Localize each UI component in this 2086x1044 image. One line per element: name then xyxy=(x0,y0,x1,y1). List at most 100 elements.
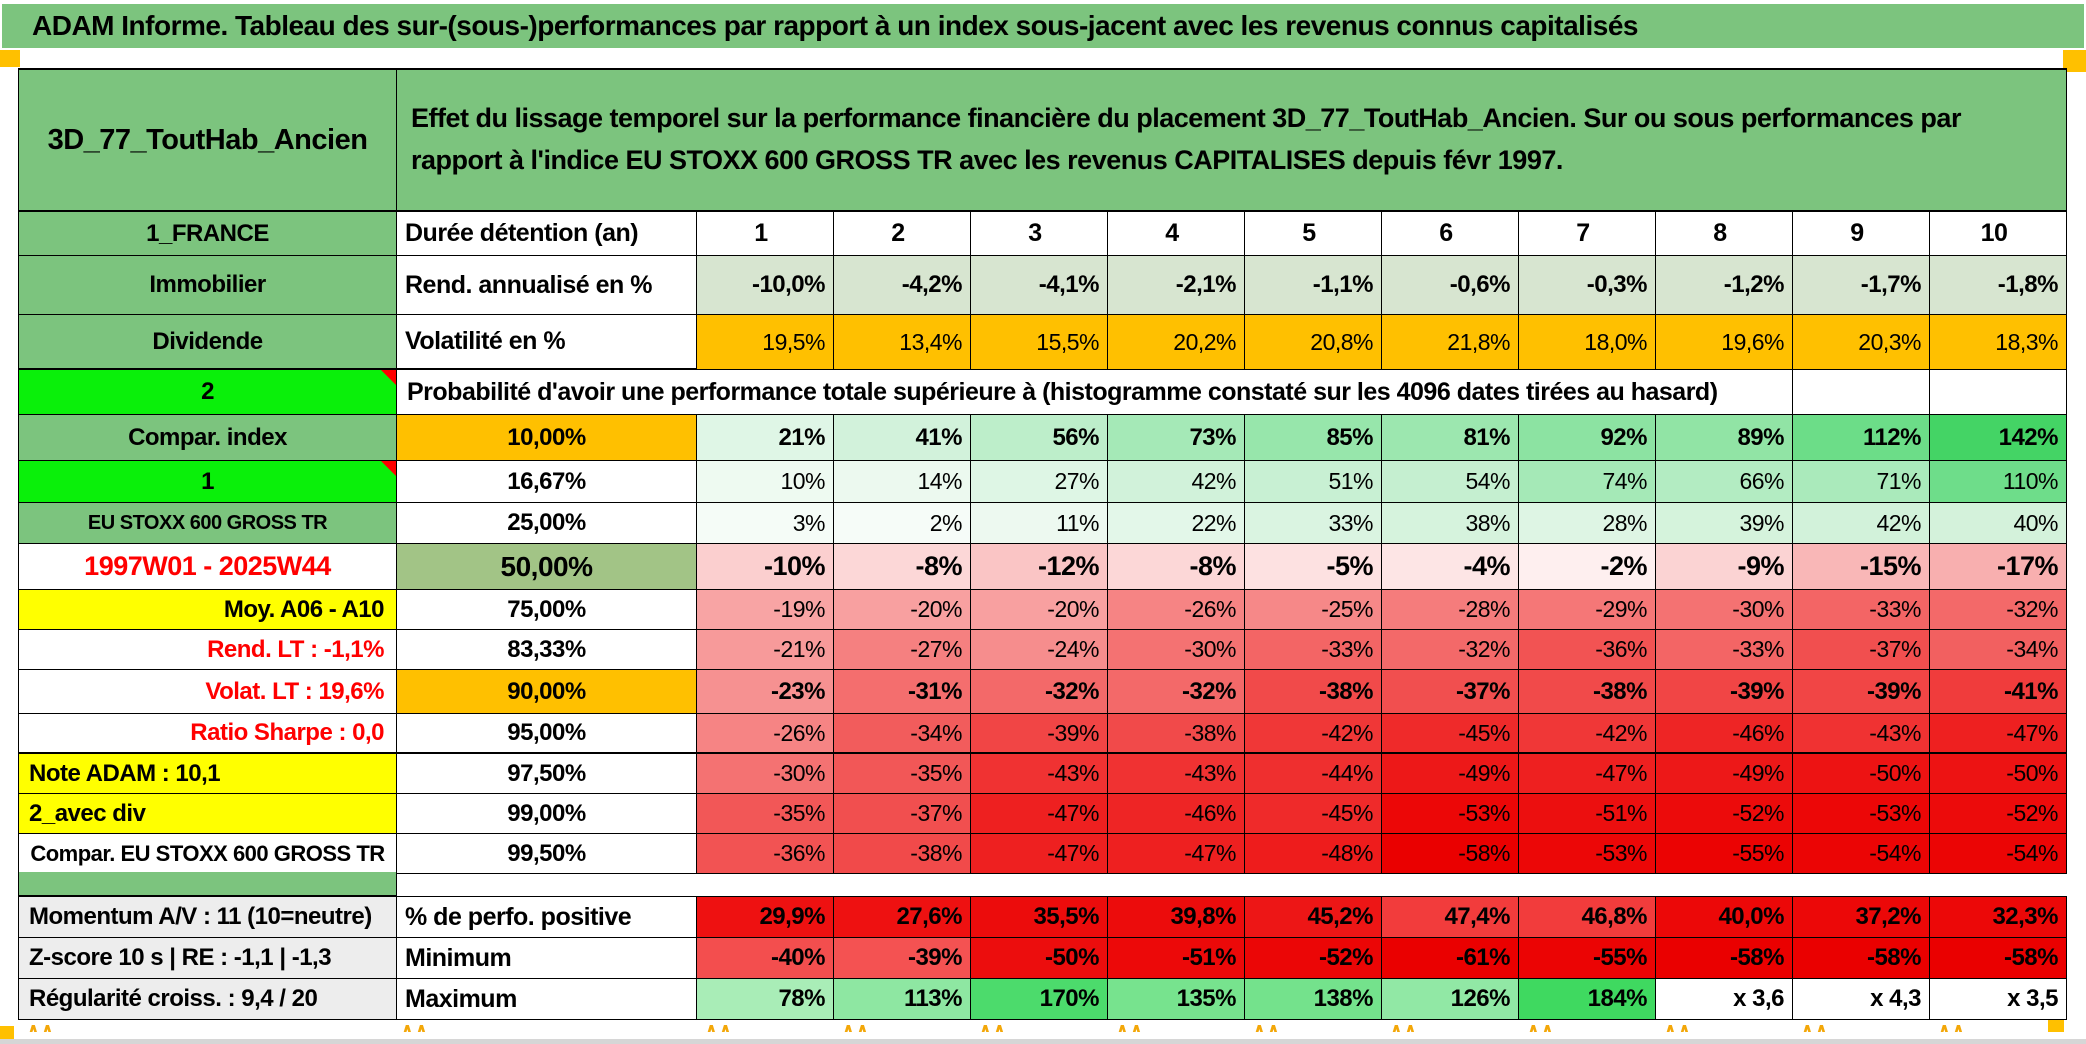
table-cell[interactable]: 42% xyxy=(1793,503,1930,544)
table-cell[interactable]: -54% xyxy=(1930,834,2067,874)
table-cell[interactable]: -41% xyxy=(1930,670,2067,714)
table-cell[interactable]: -50% xyxy=(1793,754,1930,794)
table-cell[interactable]: 112% xyxy=(1793,415,1930,461)
table-cell[interactable]: 18,0% xyxy=(1519,315,1656,370)
table-cell[interactable]: -20% xyxy=(971,590,1108,630)
table-cell[interactable]: 39% xyxy=(1656,503,1793,544)
table-cell[interactable]: 126% xyxy=(1382,979,1519,1020)
row-label[interactable]: Régularité croiss. : 9,4 / 20 xyxy=(19,979,397,1020)
table-cell[interactable]: 1 xyxy=(697,212,834,256)
table-cell[interactable]: -2,1% xyxy=(1108,256,1245,315)
table-cell[interactable]: -4% xyxy=(1382,544,1519,590)
table-cell[interactable]: -39% xyxy=(971,714,1108,754)
table-cell[interactable]: 4 xyxy=(1108,212,1245,256)
comment-cell[interactable]: 2 xyxy=(19,370,397,415)
table-cell[interactable]: -26% xyxy=(697,714,834,754)
table-cell[interactable]: 74% xyxy=(1519,461,1656,503)
table-cell[interactable]: -24% xyxy=(971,630,1108,670)
table-cell[interactable]: -36% xyxy=(1519,630,1656,670)
row-label[interactable]: Immobilier xyxy=(19,256,397,315)
table-cell[interactable]: -28% xyxy=(1382,590,1519,630)
table-cell[interactable]: -32% xyxy=(1930,590,2067,630)
table-cell[interactable]: 39,8% xyxy=(1108,897,1245,938)
table-cell[interactable]: -53% xyxy=(1793,794,1930,834)
table-cell[interactable]: -47% xyxy=(971,794,1108,834)
table-cell[interactable]: 2 xyxy=(834,212,971,256)
row-label[interactable]: 1997W01 - 2025W44 xyxy=(19,544,397,590)
table-cell[interactable]: 21% xyxy=(697,415,834,461)
table-cell[interactable]: -8% xyxy=(834,544,971,590)
table-cell[interactable]: -15% xyxy=(1793,544,1930,590)
row-label[interactable]: Maximum xyxy=(397,979,697,1020)
table-cell[interactable]: -37% xyxy=(1793,630,1930,670)
table-cell[interactable]: -17% xyxy=(1930,544,2067,590)
table-cell[interactable]: 9 xyxy=(1793,212,1930,256)
table-cell[interactable]: -8% xyxy=(1108,544,1245,590)
table-cell[interactable]: x 3,5 xyxy=(1930,979,2067,1020)
table-cell[interactable]: -27% xyxy=(834,630,971,670)
table-cell[interactable]: 81% xyxy=(1382,415,1519,461)
table-cell[interactable]: -10% xyxy=(697,544,834,590)
table-cell[interactable]: -34% xyxy=(834,714,971,754)
table-cell[interactable]: 19,5% xyxy=(697,315,834,370)
table-cell[interactable]: 42% xyxy=(1108,461,1245,503)
percentile-cell[interactable]: 50,00% xyxy=(397,544,697,590)
table-cell[interactable]: -52% xyxy=(1656,794,1793,834)
row-label[interactable]: Ratio Sharpe : 0,0 xyxy=(19,714,397,754)
placement-name-cell[interactable]: 3D_77_ToutHab_Ancien xyxy=(19,70,397,212)
table-cell[interactable]: -53% xyxy=(1382,794,1519,834)
table-cell[interactable]: 46,8% xyxy=(1519,897,1656,938)
table-cell[interactable]: -58% xyxy=(1793,938,1930,979)
empty-cell[interactable] xyxy=(1793,370,1930,415)
table-cell[interactable]: 21,8% xyxy=(1382,315,1519,370)
table-cell[interactable]: -52% xyxy=(1245,938,1382,979)
table-cell[interactable]: 37,2% xyxy=(1793,897,1930,938)
table-cell[interactable]: -38% xyxy=(1245,670,1382,714)
table-cell[interactable]: 33% xyxy=(1245,503,1382,544)
table-cell[interactable]: -34% xyxy=(1930,630,2067,670)
table-cell[interactable]: 113% xyxy=(834,979,971,1020)
table-cell[interactable]: 54% xyxy=(1382,461,1519,503)
percentile-cell[interactable]: 99,00% xyxy=(397,794,697,834)
table-cell[interactable]: 14% xyxy=(834,461,971,503)
row-label[interactable]: Compar. index xyxy=(19,415,397,461)
table-cell[interactable]: 29,9% xyxy=(697,897,834,938)
table-cell[interactable]: 56% xyxy=(971,415,1108,461)
table-cell[interactable]: -39% xyxy=(1656,670,1793,714)
table-cell[interactable]: -32% xyxy=(1108,670,1245,714)
table-cell[interactable]: 3 xyxy=(971,212,1108,256)
row-label[interactable]: 1 xyxy=(19,461,397,503)
table-cell[interactable]: -49% xyxy=(1382,754,1519,794)
table-cell[interactable]: 27,6% xyxy=(834,897,971,938)
table-cell[interactable]: -52% xyxy=(1930,794,2067,834)
table-cell[interactable]: -32% xyxy=(971,670,1108,714)
table-cell[interactable]: -1,1% xyxy=(1245,256,1382,315)
table-cell[interactable]: -55% xyxy=(1656,834,1793,874)
percentile-cell[interactable]: 99,50% xyxy=(397,834,697,874)
table-cell[interactable]: -35% xyxy=(834,754,971,794)
table-cell[interactable]: -21% xyxy=(697,630,834,670)
table-cell[interactable]: 19,6% xyxy=(1656,315,1793,370)
table-cell[interactable]: 18,3% xyxy=(1930,315,2067,370)
table-cell[interactable]: 40% xyxy=(1930,503,2067,544)
table-cell[interactable]: -33% xyxy=(1245,630,1382,670)
table-cell[interactable]: -25% xyxy=(1245,590,1382,630)
row-label[interactable]: Rend. LT : -1,1% xyxy=(19,630,397,670)
percentile-cell[interactable]: 83,33% xyxy=(397,630,697,670)
table-cell[interactable]: 51% xyxy=(1245,461,1382,503)
percentile-cell[interactable]: 75,00% xyxy=(397,590,697,630)
table-cell[interactable]: 110% xyxy=(1930,461,2067,503)
row-label[interactable]: Compar. EU STOXX 600 GROSS TR xyxy=(19,834,397,874)
table-cell[interactable]: -55% xyxy=(1519,938,1656,979)
table-cell[interactable]: 20,3% xyxy=(1793,315,1930,370)
table-cell[interactable]: 20,2% xyxy=(1108,315,1245,370)
table-cell[interactable]: -26% xyxy=(1108,590,1245,630)
percentile-cell[interactable]: 16,67% xyxy=(397,461,697,503)
table-cell[interactable]: -29% xyxy=(1519,590,1656,630)
table-cell[interactable]: 135% xyxy=(1108,979,1245,1020)
table-cell[interactable]: -33% xyxy=(1656,630,1793,670)
row-label[interactable]: Dividende xyxy=(19,315,397,370)
table-cell[interactable]: -58% xyxy=(1656,938,1793,979)
table-cell[interactable]: -51% xyxy=(1519,794,1656,834)
table-cell[interactable]: -42% xyxy=(1245,714,1382,754)
